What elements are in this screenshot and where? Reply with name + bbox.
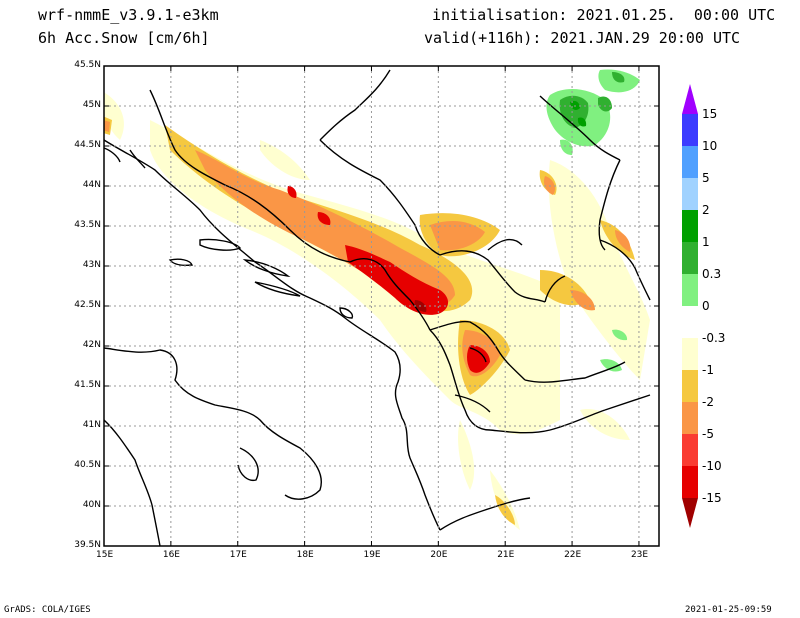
colorbar-segment [682, 242, 698, 274]
colorbar-segment [682, 114, 698, 146]
lat-tick-label: 40.5N [74, 460, 101, 470]
field-title: 6h Acc.Snow [cm/6h] [38, 29, 210, 47]
gridlines [104, 66, 659, 546]
lat-tick-label: 44.5N [74, 140, 101, 150]
colorbar-segment [682, 466, 698, 498]
lat-tick-label: 42N [82, 340, 101, 350]
colorbar-label: -1 [702, 363, 714, 377]
lon-tick-label: 20E [430, 550, 448, 560]
lat-tick-label: 45.5N [74, 60, 101, 70]
colorbar-label: -10 [702, 459, 722, 473]
lon-tick-label: 18E [296, 550, 314, 560]
lat-tick-label: 39.5N [74, 540, 101, 550]
colorbar-label: 1 [702, 235, 710, 249]
colorbar-label: -2 [702, 395, 714, 409]
lon-tick-label: 19E [363, 550, 381, 560]
lat-tick-label: 45N [82, 100, 101, 110]
colorbar-label: 15 [702, 107, 718, 121]
lat-tick-label: 43.5N [74, 220, 101, 230]
colorbar-segment [682, 370, 698, 402]
colorbar-segment [682, 84, 698, 114]
colorbar-label: 5 [702, 171, 710, 185]
colorbar-label: 2 [702, 203, 710, 217]
colorbar-label: 10 [702, 139, 718, 153]
lat-tick-label: 43N [82, 260, 101, 270]
colorbar-segment [682, 434, 698, 466]
valid-time: valid(+116h): 2021.JAN.29 20:00 UTC [424, 29, 741, 47]
colorbar-segment [682, 338, 698, 370]
lat-tick-label: 40N [82, 500, 101, 510]
initialisation-time: initialisation: 2021.01.25. 00:00 UTC [432, 6, 776, 24]
colorbar-label: -0.3 [702, 331, 726, 345]
lon-tick-label: 23E [630, 550, 649, 560]
model-title: wrf-nmmE_v3.9.1-e3km [38, 6, 219, 24]
lat-tick-label: 41.5N [74, 380, 101, 390]
lat-tick-label: 42.5N [74, 300, 101, 310]
colorbar-label: 0 [702, 299, 710, 313]
colorbar-segment [682, 210, 698, 242]
lon-tick-label: 17E [229, 550, 247, 560]
colorbar-segment [682, 306, 698, 338]
colorbar [682, 84, 698, 528]
lon-tick-label: 16E [162, 550, 180, 560]
colorbar-label: -5 [702, 427, 714, 441]
lon-tick-label: 21E [497, 550, 515, 560]
colorbar-segment [682, 402, 698, 434]
colorbar-segment [682, 498, 698, 528]
lon-tick-label: 15E [96, 550, 114, 560]
lon-tick-label: 22E [564, 550, 582, 560]
colorbar-segment [682, 274, 698, 306]
lat-tick-label: 44N [82, 180, 101, 190]
snow-shading [104, 69, 650, 530]
lat-tick-label: 41N [82, 420, 101, 430]
colorbar-segment [682, 178, 698, 210]
footer-credit: GrADS: COLA/IGES [4, 605, 91, 615]
colorbar-label: 0.3 [702, 267, 722, 281]
colorbar-segment [682, 146, 698, 178]
axis-ticks [103, 65, 659, 547]
footer-timestamp: 2021-01-25-09:59 [685, 605, 772, 615]
colorbar-label: -15 [702, 491, 722, 505]
